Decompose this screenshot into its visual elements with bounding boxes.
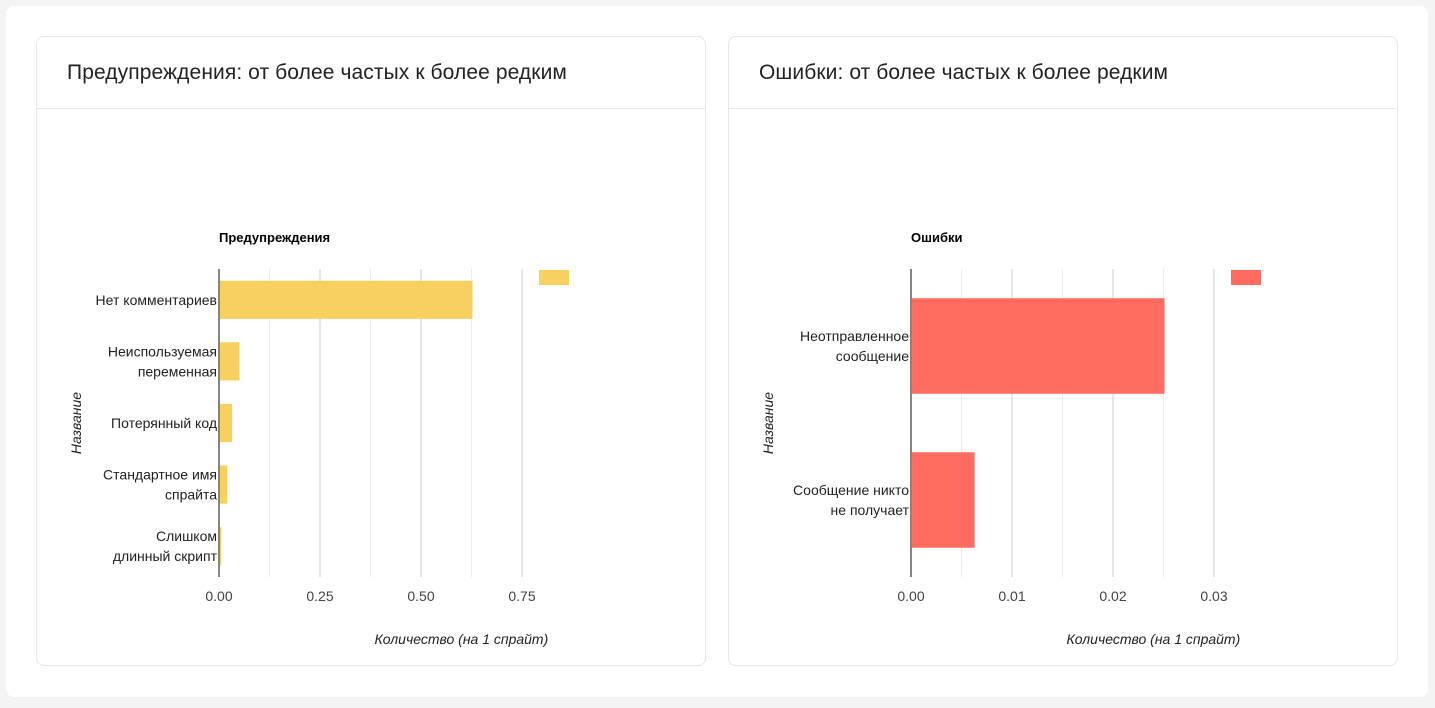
x-axis-title: Количество (на 1 спрайт) [375, 631, 549, 647]
errors-card: Ошибки: от более частых к более редким О… [728, 36, 1398, 666]
bar [220, 465, 228, 504]
category-label: Слишком длинный скрипт [113, 528, 218, 564]
y-axis-title: Название [760, 392, 776, 454]
errors-card-header: Ошибки: от более частых к более редким [729, 37, 1397, 109]
bar [220, 403, 233, 443]
category-label: Неотправленное сообщение [800, 328, 909, 364]
chart-title: Ошибки [911, 230, 962, 245]
category-label-line: Нет комментариев [96, 292, 217, 308]
category-label: Сообщение никто не получает [793, 482, 910, 518]
legend-swatch [1231, 270, 1261, 285]
category-label-line: Неотправленное [800, 328, 909, 344]
category-label-line: сообщение [836, 348, 909, 364]
category-label-line: переменная [138, 363, 217, 379]
category-label-line: Слишком [156, 528, 217, 544]
x-tick-label: 0.03 [1200, 588, 1227, 604]
legend-swatch [539, 270, 569, 285]
category-label: Неиспользуемая переменная [108, 343, 217, 379]
bar [220, 280, 473, 319]
category-label-line: Сообщение никто [793, 482, 909, 498]
bar [912, 452, 975, 548]
warnings-card-title: Предупреждения: от более частых к более … [67, 61, 567, 84]
warnings-card-header: Предупреждения: от более частых к более … [37, 37, 705, 109]
warnings-chart: Предупреждения Нет комментариев Неиспользу… [68, 230, 569, 647]
category-label-line: Потерянный код [111, 415, 217, 431]
category-label-line: Стандартное имя [103, 467, 217, 483]
category-label-line: спрайта [165, 487, 217, 503]
x-tick-label: 0.02 [1099, 588, 1126, 604]
category-label: Нет комментариев [96, 292, 217, 308]
category-label-line: Неиспользуемая [108, 343, 217, 359]
bar [912, 298, 1165, 394]
x-axis-title: Количество (на 1 спрайт) [1067, 631, 1241, 647]
errors-chart: Ошибки Неотправленное сообщение Сообщение н… [760, 230, 1261, 647]
errors-card-title: Ошибки: от более частых к более редким [759, 61, 1169, 84]
dashboard-panel: Предупреждения: от более частых к более … [6, 6, 1428, 697]
x-tick-label: 0.75 [508, 588, 535, 604]
y-axis-title: Название [68, 392, 84, 454]
x-tick-label: 0.25 [306, 588, 333, 604]
x-tick-label: 0.00 [205, 588, 232, 604]
x-tick-label: 0.00 [897, 588, 924, 604]
warnings-card: Предупреждения: от более частых к более … [36, 36, 706, 666]
x-tick-label: 0.01 [998, 588, 1025, 604]
x-tick-label: 0.50 [407, 588, 434, 604]
category-label: Стандартное имя спрайта [103, 467, 217, 503]
bar [220, 527, 222, 566]
bar [220, 342, 240, 381]
chart-title: Предупреждения [219, 230, 330, 245]
category-label-line: длинный скрипт [113, 548, 218, 564]
category-label-line: не получает [831, 502, 910, 518]
category-label: Потерянный код [111, 415, 217, 431]
